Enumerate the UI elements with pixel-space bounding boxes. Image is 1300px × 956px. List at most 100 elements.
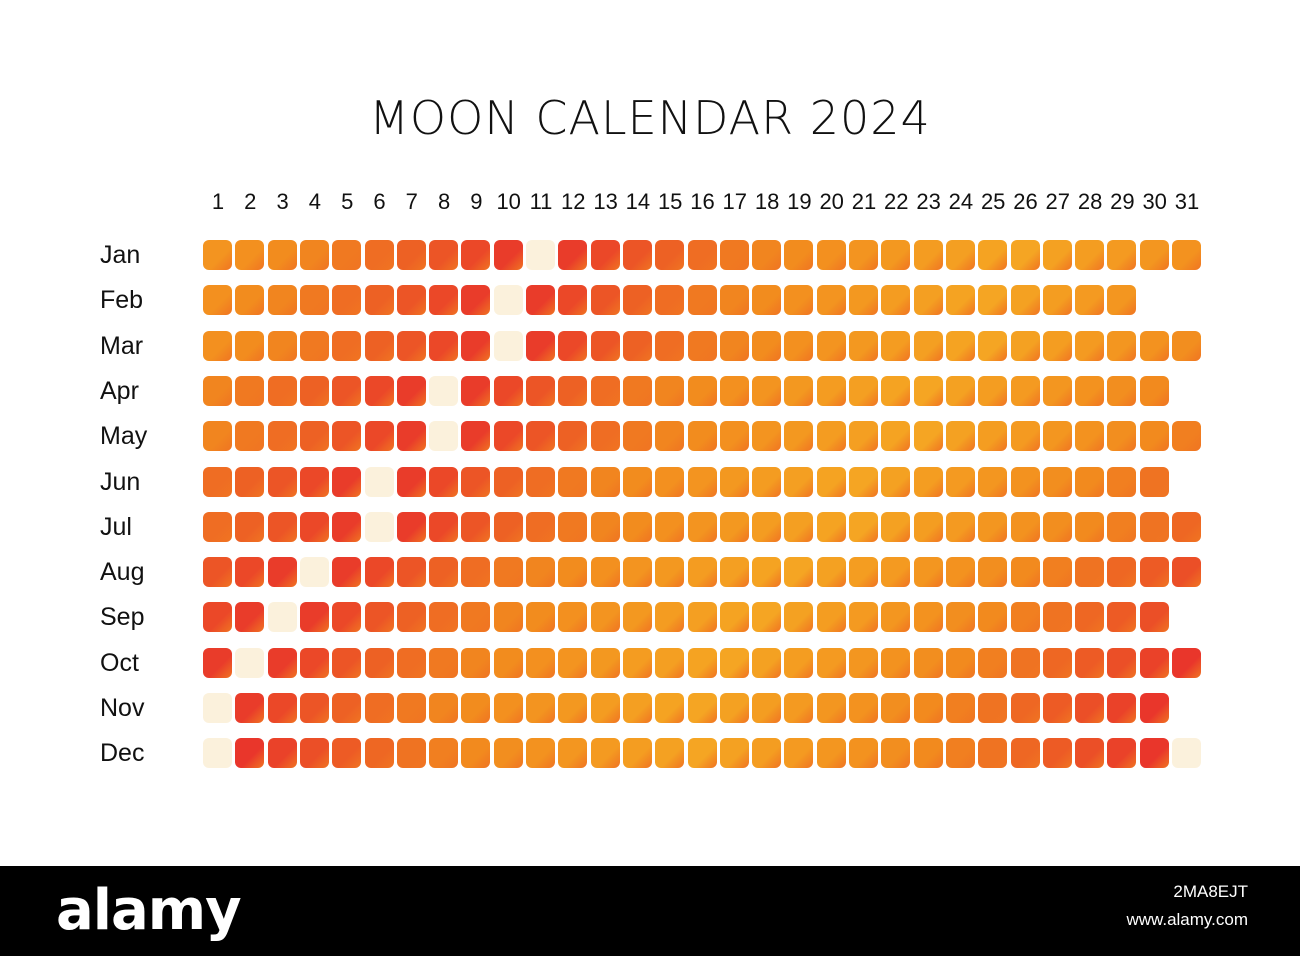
day-cell-sep-24	[945, 602, 975, 633]
day-cell-jul-3	[267, 511, 297, 542]
day-cell-mar-1	[203, 330, 232, 361]
day-number-11: 11	[529, 189, 553, 214]
day-cell-jan-23	[913, 240, 943, 270]
day-cell-sep-11	[526, 602, 555, 633]
day-number-8: 8	[437, 189, 451, 214]
day-cell-apr-8	[429, 375, 459, 406]
day-cell-oct-22	[881, 647, 911, 678]
day-number-26: 26	[1013, 189, 1038, 214]
day-cell-sep-19	[784, 602, 814, 633]
day-cell-jun-20	[816, 466, 846, 497]
day-cell-may-17	[719, 421, 749, 452]
day-cell-dec-15	[655, 738, 685, 769]
day-cell-jan-6	[364, 240, 394, 270]
day-cell-jun-26	[1010, 466, 1040, 497]
month-label-jun: Jun	[100, 467, 141, 496]
day-number-23: 23	[916, 189, 941, 214]
day-cell-nov-25	[978, 693, 1008, 723]
day-cell-dec-28	[1075, 738, 1105, 769]
day-cell-nov-6	[364, 693, 394, 723]
day-cell-may-24	[945, 421, 975, 452]
day-cell-sep-30	[1139, 602, 1169, 633]
day-cell-jan-20	[816, 240, 846, 270]
day-cell-feb-3	[267, 285, 297, 316]
day-cell-sep-1	[203, 602, 232, 633]
day-cell-jun-23	[913, 466, 943, 497]
day-cell-nov-15	[655, 693, 685, 723]
day-cell-apr-10	[493, 375, 523, 406]
day-cell-mar-22	[881, 330, 911, 361]
day-cell-apr-5	[332, 375, 362, 406]
day-cell-jan-15	[655, 240, 685, 270]
day-cell-dec-7	[396, 738, 426, 769]
day-cell-feb-26	[1010, 285, 1040, 316]
month-label-feb: Feb	[100, 286, 144, 315]
day-number-18: 18	[754, 189, 780, 214]
day-cell-mar-17	[719, 330, 749, 361]
day-cell-dec-22	[881, 738, 911, 769]
day-cell-mar-31	[1172, 330, 1201, 361]
day-cell-jul-9	[461, 511, 491, 542]
day-number-1: 1	[211, 189, 225, 214]
day-number-28: 28	[1077, 189, 1103, 214]
day-cell-dec-21	[849, 738, 878, 769]
day-number-31: 31	[1174, 189, 1200, 214]
day-cell-apr-23	[913, 375, 943, 406]
day-cell-jun-21	[849, 466, 878, 497]
day-cell-mar-26	[1010, 330, 1040, 361]
day-cell-aug-9	[461, 557, 491, 588]
day-cell-sep-18	[752, 602, 782, 633]
day-cell-oct-24	[945, 647, 975, 678]
day-cell-nov-3	[267, 693, 297, 723]
day-cell-nov-9	[461, 693, 491, 723]
day-number-9: 9	[470, 189, 483, 214]
day-cell-jul-30	[1139, 511, 1169, 542]
day-cell-oct-8	[429, 647, 459, 678]
day-cell-jun-25	[978, 466, 1008, 497]
day-cell-dec-9	[461, 738, 491, 769]
day-cell-jul-17	[719, 511, 749, 542]
day-cell-jan-19	[784, 240, 814, 270]
day-number-10: 10	[496, 189, 521, 214]
day-cell-feb-11	[526, 285, 555, 316]
day-cell-dec-8	[429, 738, 459, 769]
day-cell-may-6	[364, 421, 394, 452]
day-cell-apr-16	[687, 375, 717, 406]
day-cell-jan-17	[719, 240, 749, 270]
day-cell-aug-30	[1139, 557, 1169, 588]
day-number-7: 7	[405, 189, 418, 214]
day-cell-oct-21	[849, 647, 878, 678]
day-cell-jan-18	[752, 240, 782, 270]
day-cell-dec-2	[235, 738, 265, 769]
day-cell-oct-20	[816, 647, 846, 678]
day-cell-jan-8	[429, 240, 459, 270]
day-cell-mar-6	[364, 330, 394, 361]
day-cell-jan-27	[1042, 240, 1072, 270]
day-cell-may-20	[816, 421, 846, 452]
day-cell-apr-18	[752, 375, 782, 406]
day-cell-jul-20	[816, 511, 846, 542]
day-number-14: 14	[625, 189, 651, 214]
day-cell-jun-17	[719, 466, 749, 497]
day-cell-aug-22	[881, 557, 911, 588]
day-cell-jan-26	[1010, 240, 1040, 270]
day-cell-may-16	[687, 421, 717, 452]
day-cell-feb-23	[913, 285, 943, 316]
day-cell-feb-16	[687, 285, 717, 316]
day-cell-jun-8	[429, 466, 459, 497]
day-cell-may-14	[622, 421, 652, 452]
day-cell-apr-11	[526, 375, 555, 406]
day-cell-feb-2	[235, 285, 265, 316]
day-cell-mar-11	[526, 330, 555, 361]
day-cell-may-29	[1107, 421, 1137, 452]
day-cell-mar-10	[493, 330, 523, 361]
day-cell-jan-2	[235, 240, 265, 270]
day-cell-dec-4	[299, 738, 329, 769]
day-number-30: 30	[1142, 189, 1167, 214]
day-cell-dec-16	[687, 738, 717, 769]
day-cell-aug-7	[396, 557, 426, 588]
day-cell-may-9	[461, 421, 491, 452]
day-cell-mar-7	[396, 330, 426, 361]
day-number-17: 17	[722, 189, 748, 214]
day-cell-feb-12	[558, 285, 588, 316]
